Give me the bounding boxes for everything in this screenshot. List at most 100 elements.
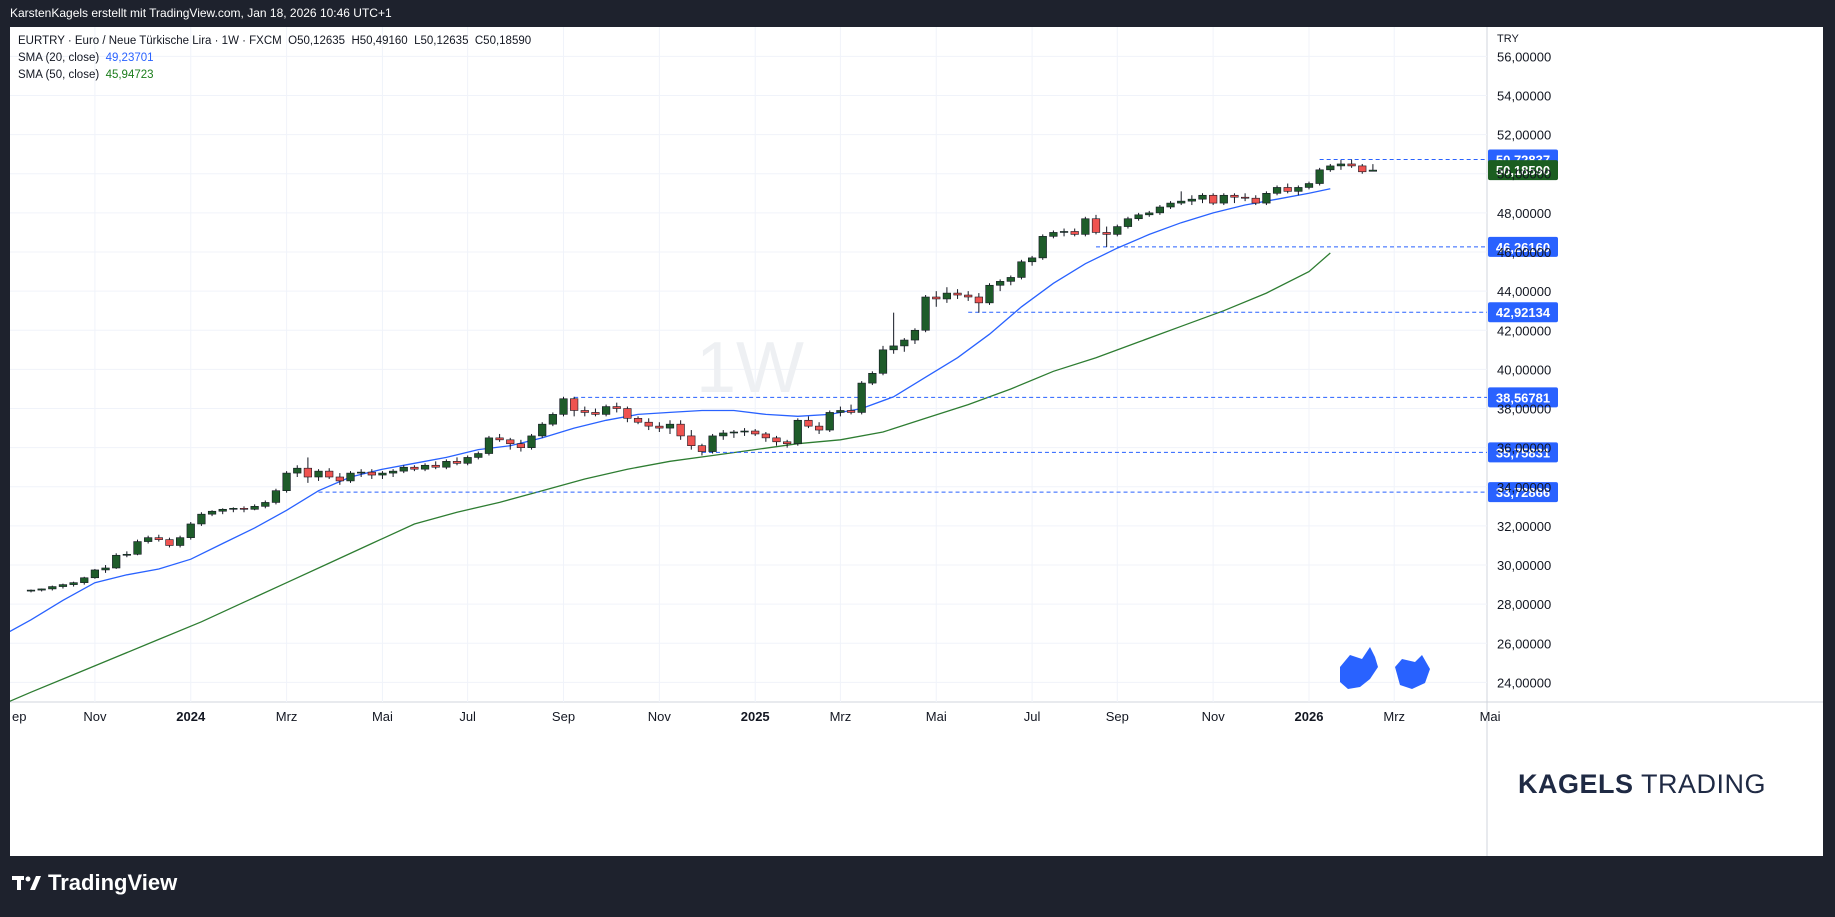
price-level-label-bg: [1488, 442, 1558, 463]
candle: [90, 568, 99, 579]
candle: [516, 439, 526, 452]
candle: [122, 551, 131, 558]
tradingview-logo[interactable]: TradingView: [12, 870, 177, 896]
candle-body-up: [1081, 218, 1090, 235]
candle-body-up: [1006, 277, 1015, 282]
candle-body-up: [1326, 165, 1335, 171]
candle: [474, 451, 483, 460]
ohlc-low: L50,12635: [414, 35, 469, 47]
candle-body-down: [761, 433, 770, 439]
timeframe-watermark: 1W: [696, 328, 804, 408]
candle: [1230, 193, 1239, 204]
candle: [48, 585, 57, 591]
candle-body-up: [229, 508, 238, 510]
candle: [527, 433, 536, 450]
sma20-label[interactable]: SMA (20, close): [18, 52, 100, 64]
candle: [133, 539, 142, 556]
candle: [37, 588, 46, 592]
candle-body-up: [282, 472, 291, 491]
price-level-label-bg: [1488, 387, 1558, 408]
candle: [197, 512, 206, 526]
candle: [729, 430, 738, 438]
candle: [1272, 185, 1282, 196]
candle: [751, 429, 760, 436]
candle-body-up: [1059, 231, 1069, 233]
candle-body-down: [846, 410, 856, 413]
price-chart[interactable]: 1W 50,7283746,2616042,9213438,5678135,75…: [10, 27, 1823, 856]
candle-body-down: [303, 467, 313, 478]
candle: [431, 461, 440, 470]
candle-body-up: [996, 281, 1005, 286]
candle-body-up: [665, 423, 675, 429]
candle-body-down: [239, 508, 249, 510]
symbol-title[interactable]: EURTRY · Euro / Neue Türkische Lira · 1W…: [18, 35, 282, 47]
ohlc-open: O50,12635: [288, 35, 346, 47]
candle-body-up: [37, 588, 46, 591]
candle-body-up: [1145, 212, 1154, 216]
price-level-label: 33,72866: [1496, 485, 1550, 500]
candle: [591, 408, 600, 417]
price-levels: 50,7283746,2616042,9213438,5678135,75831…: [318, 149, 1558, 503]
candle: [1134, 212, 1143, 221]
candle: [229, 507, 238, 513]
candle: [1113, 224, 1122, 237]
candle: [250, 504, 259, 511]
candle-body-up: [48, 586, 57, 590]
candle: [655, 422, 664, 432]
candle-body-up: [484, 437, 494, 454]
candle: [154, 534, 163, 542]
x-tick-label: Mrz: [830, 709, 852, 724]
y-tick-label: 34,00000: [1497, 480, 1551, 495]
candle: [793, 418, 802, 446]
candle: [974, 293, 983, 313]
candle-body-up: [26, 589, 36, 592]
chart-area[interactable]: 1W 50,72837 46,26160 42,92134 38,56781 35,75…: [10, 27, 1823, 856]
candle-body-up: [729, 431, 738, 434]
candle: [176, 535, 185, 548]
candle-body-up: [346, 472, 355, 482]
candle-body-up: [1155, 206, 1164, 214]
candle-body-up: [293, 467, 302, 474]
price-axis: TRY 56,00000 54,00000 52,00000 50,00000 48,00…: [1497, 33, 1551, 690]
brand-logo: KAGELS TRADING: [1518, 769, 1766, 800]
candle-body-down: [335, 476, 344, 482]
candle-body-up: [1368, 169, 1377, 172]
candle: [282, 471, 291, 493]
candle: [1006, 275, 1015, 286]
candle: [825, 410, 834, 432]
candle: [1294, 185, 1303, 196]
x-tick-label: Mrz: [276, 709, 298, 724]
candle: [612, 402, 621, 413]
candle: [1326, 163, 1335, 172]
candle-body-down: [154, 537, 163, 540]
candle: [165, 537, 174, 548]
candle-body-up: [538, 423, 547, 437]
candle-body-up: [90, 569, 99, 579]
candle: [1315, 167, 1324, 186]
x-tick-label: Mai: [926, 709, 947, 724]
candle-body-down: [1070, 231, 1079, 235]
candle-body-up: [463, 457, 472, 464]
candle: [644, 418, 653, 431]
candles: [26, 159, 1377, 593]
candle-body-up: [921, 296, 930, 331]
sma20-value: 49,23701: [105, 52, 154, 64]
candle-body-up: [1262, 193, 1271, 204]
candle: [26, 589, 36, 593]
candle-body-down: [964, 294, 973, 298]
candle: [1241, 193, 1250, 202]
candle: [942, 287, 951, 303]
x-tick-label: Mai: [1480, 709, 1501, 724]
candle: [623, 406, 632, 423]
sma50-label[interactable]: SMA (50, close): [18, 69, 100, 81]
tradingview-icon: [12, 874, 42, 892]
candle: [1059, 228, 1069, 237]
candle-body-up: [442, 461, 451, 468]
candle: [889, 312, 898, 354]
y-tick-label: 44,00000: [1497, 284, 1551, 299]
y-tick-label: 50,00000: [1497, 167, 1551, 182]
x-tick-label: ep: [12, 709, 26, 724]
x-tick-label: Mai: [372, 709, 393, 724]
candle-body-down: [516, 443, 526, 448]
candle: [484, 435, 494, 456]
